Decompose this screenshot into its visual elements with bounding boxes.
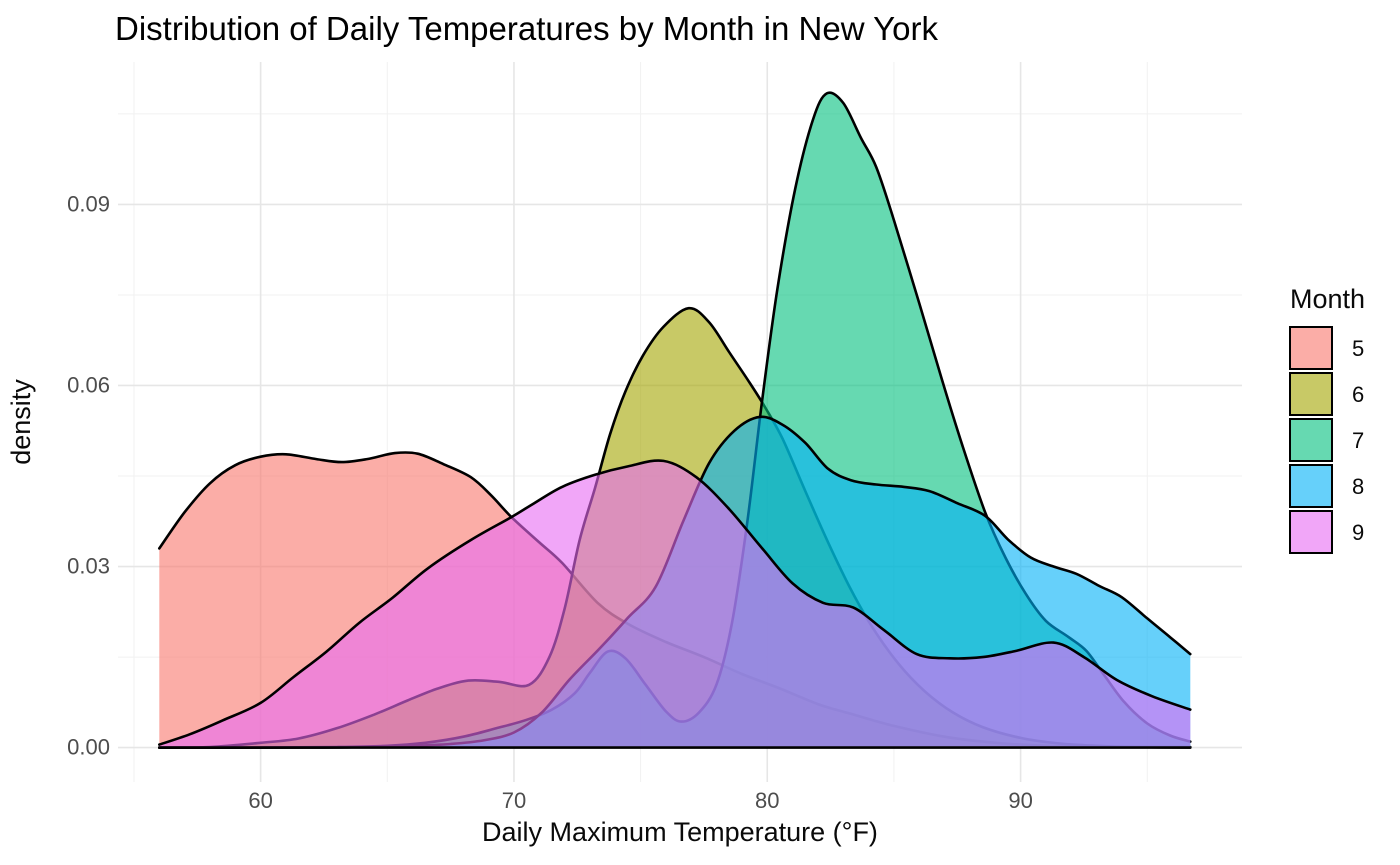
legend-label-month-5: 5: [1352, 336, 1364, 361]
legend-key-month-5: [1289, 326, 1333, 370]
y-tick-label: 0.09: [67, 191, 110, 216]
legend-label-month-8: 8: [1352, 474, 1364, 499]
x-tick-label: 90: [1008, 788, 1032, 813]
legend-title: Month: [1290, 284, 1365, 314]
x-tick-label: 80: [755, 788, 779, 813]
axis-tick-labels: 60 70 80 90 0.00 0.03 0.06 0.09: [67, 191, 1033, 813]
legend-key-month-8: [1289, 464, 1333, 508]
legend-key-month-6: [1289, 372, 1333, 416]
legend-key-month-7: [1289, 418, 1333, 462]
x-axis-title: Daily Maximum Temperature (°F): [482, 817, 878, 847]
legend-key-month-9: [1289, 510, 1333, 554]
legend: Month 5 6 7 8 9: [1289, 284, 1365, 554]
y-tick-label: 0.03: [67, 554, 110, 579]
x-tick-label: 60: [248, 788, 272, 813]
plot-title: Distribution of Daily Temperatures by Mo…: [115, 10, 938, 47]
density-area-month-9: [159, 460, 1191, 748]
legend-label-month-7: 7: [1352, 428, 1364, 453]
legend-label-month-6: 6: [1352, 382, 1364, 407]
density-outline-month-9: [158, 459, 1192, 746]
legend-label-month-9: 9: [1352, 520, 1364, 545]
x-tick-label: 70: [502, 788, 526, 813]
y-tick-label: 0.00: [67, 735, 110, 760]
y-tick-label: 0.06: [67, 372, 110, 397]
y-axis-title: density: [6, 379, 36, 465]
density-curves: [158, 91, 1192, 749]
